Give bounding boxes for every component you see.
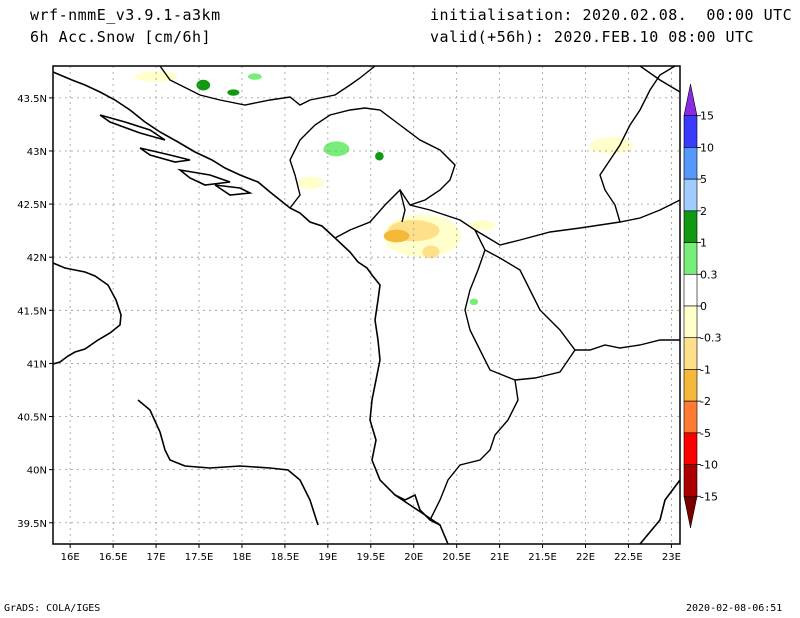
snow-patch-3	[323, 141, 350, 157]
colorbar-seg-3	[683, 178, 698, 212]
init-time: initialisation: 2020.02.08. 00:00 UTC	[430, 6, 793, 24]
lat-label-1: 40N	[27, 466, 47, 477]
colorbar-label-11: -10	[700, 459, 718, 472]
lat-label-5: 42N	[27, 253, 47, 264]
snow-patch-0	[196, 79, 211, 91]
snow-patch-10	[589, 137, 633, 155]
colorbar-seg-13	[683, 495, 698, 529]
colorbar-label-9: -2	[700, 395, 711, 408]
lon-label-0: 16E	[61, 552, 80, 563]
lon-label-4: 18E	[232, 552, 251, 563]
country-borders	[159, 66, 680, 521]
lat-label-0: 39.5N	[17, 519, 47, 530]
colorbar-seg-8	[683, 337, 698, 370]
colorbar-seg-6	[683, 273, 698, 307]
grid-lines	[53, 66, 680, 544]
timestamp: 2020-02-08-06:51	[686, 603, 783, 614]
lat-label-8: 43.5N	[17, 94, 47, 105]
colorbar-seg-7	[683, 305, 698, 339]
lat-label-4: 41.5N	[17, 306, 47, 317]
colorbar-seg-0	[683, 83, 698, 117]
snow-patch-7	[383, 229, 410, 243]
lat-label-3: 41N	[27, 359, 47, 370]
colorbar-seg-1	[683, 115, 698, 148]
precip-patches	[134, 71, 633, 305]
snow-patch-2	[247, 73, 262, 80]
colorbar-seg-9	[683, 369, 698, 402]
colorbar-seg-12	[683, 464, 698, 497]
lon-label-8: 20E	[404, 552, 423, 563]
map-frame	[52, 65, 681, 545]
colorbar-label-6: 0	[700, 300, 707, 313]
lon-tick-labels: 16E 16.5E 17E 17.5E 18E 18.5E 19E 19.5E 20E 20.5E…	[61, 544, 681, 563]
lon-label-11: 21.5E	[528, 552, 557, 563]
lat-tick-labels: 39.5N 40N 40.5N 41N 41.5N 42N 42.5N 43N 43.5N	[17, 94, 53, 530]
lon-label-6: 19E	[318, 552, 337, 563]
lon-label-12: 22E	[576, 552, 595, 563]
colorbar: 15 10 5 2 1 0.3 0 -0.3 -1 -2 -5 -10 -15	[683, 83, 721, 529]
lon-label-14: 23E	[662, 552, 681, 563]
colorbar-seg-11	[683, 432, 698, 465]
colorbar-label-3: 2	[700, 205, 707, 218]
colorbar-label-5: 0.3	[700, 268, 718, 281]
credit: GrADS: COLA/IGES	[4, 603, 101, 614]
lat-label-6: 42.5N	[17, 200, 47, 211]
lon-label-3: 17.5E	[185, 552, 214, 563]
lat-label-7: 43N	[27, 147, 47, 158]
colorbar-seg-2	[683, 147, 698, 180]
colorbar-label-2: 5	[700, 173, 707, 186]
lat-label-2: 40.5N	[17, 413, 47, 424]
colorbar-seg-10	[683, 400, 698, 434]
snow-patch-12	[297, 176, 324, 190]
colorbar-label-1: 10	[700, 141, 714, 154]
colorbar-label-7: -0.3	[700, 332, 721, 345]
valid-time: valid(+56h): 2020.FEB.10 08:00 UTC	[430, 28, 755, 46]
lon-label-9: 20.5E	[442, 552, 471, 563]
map-background	[53, 66, 680, 544]
model-title: wrf-nmmE_v3.9.1-a3km	[30, 6, 221, 24]
snow-patch-4	[375, 152, 384, 161]
colorbar-label-4: 1	[700, 237, 707, 250]
colorbar-label-8: -1	[700, 363, 711, 376]
snow-patch-8	[422, 245, 440, 259]
colorbar-label-12: -15	[700, 490, 718, 503]
snow-patch-11	[134, 71, 178, 82]
snow-patch-1	[227, 89, 240, 96]
snow-patch-13	[469, 220, 496, 231]
field-title: 6h Acc.Snow [cm/6h]	[30, 28, 212, 46]
colorbar-label-10: -5	[700, 427, 711, 440]
colorbar-label-0: 15	[700, 110, 714, 123]
lon-label-13: 22.5E	[614, 552, 643, 563]
colorbar-seg-4	[683, 210, 698, 243]
lon-label-7: 19.5E	[356, 552, 385, 563]
snow-patch-9	[469, 298, 479, 305]
lon-label-10: 21E	[490, 552, 509, 563]
lon-label-1: 16.5E	[99, 552, 128, 563]
lon-label-2: 17E	[147, 552, 166, 563]
colorbar-seg-5	[683, 242, 698, 275]
lon-label-5: 18.5E	[271, 552, 300, 563]
